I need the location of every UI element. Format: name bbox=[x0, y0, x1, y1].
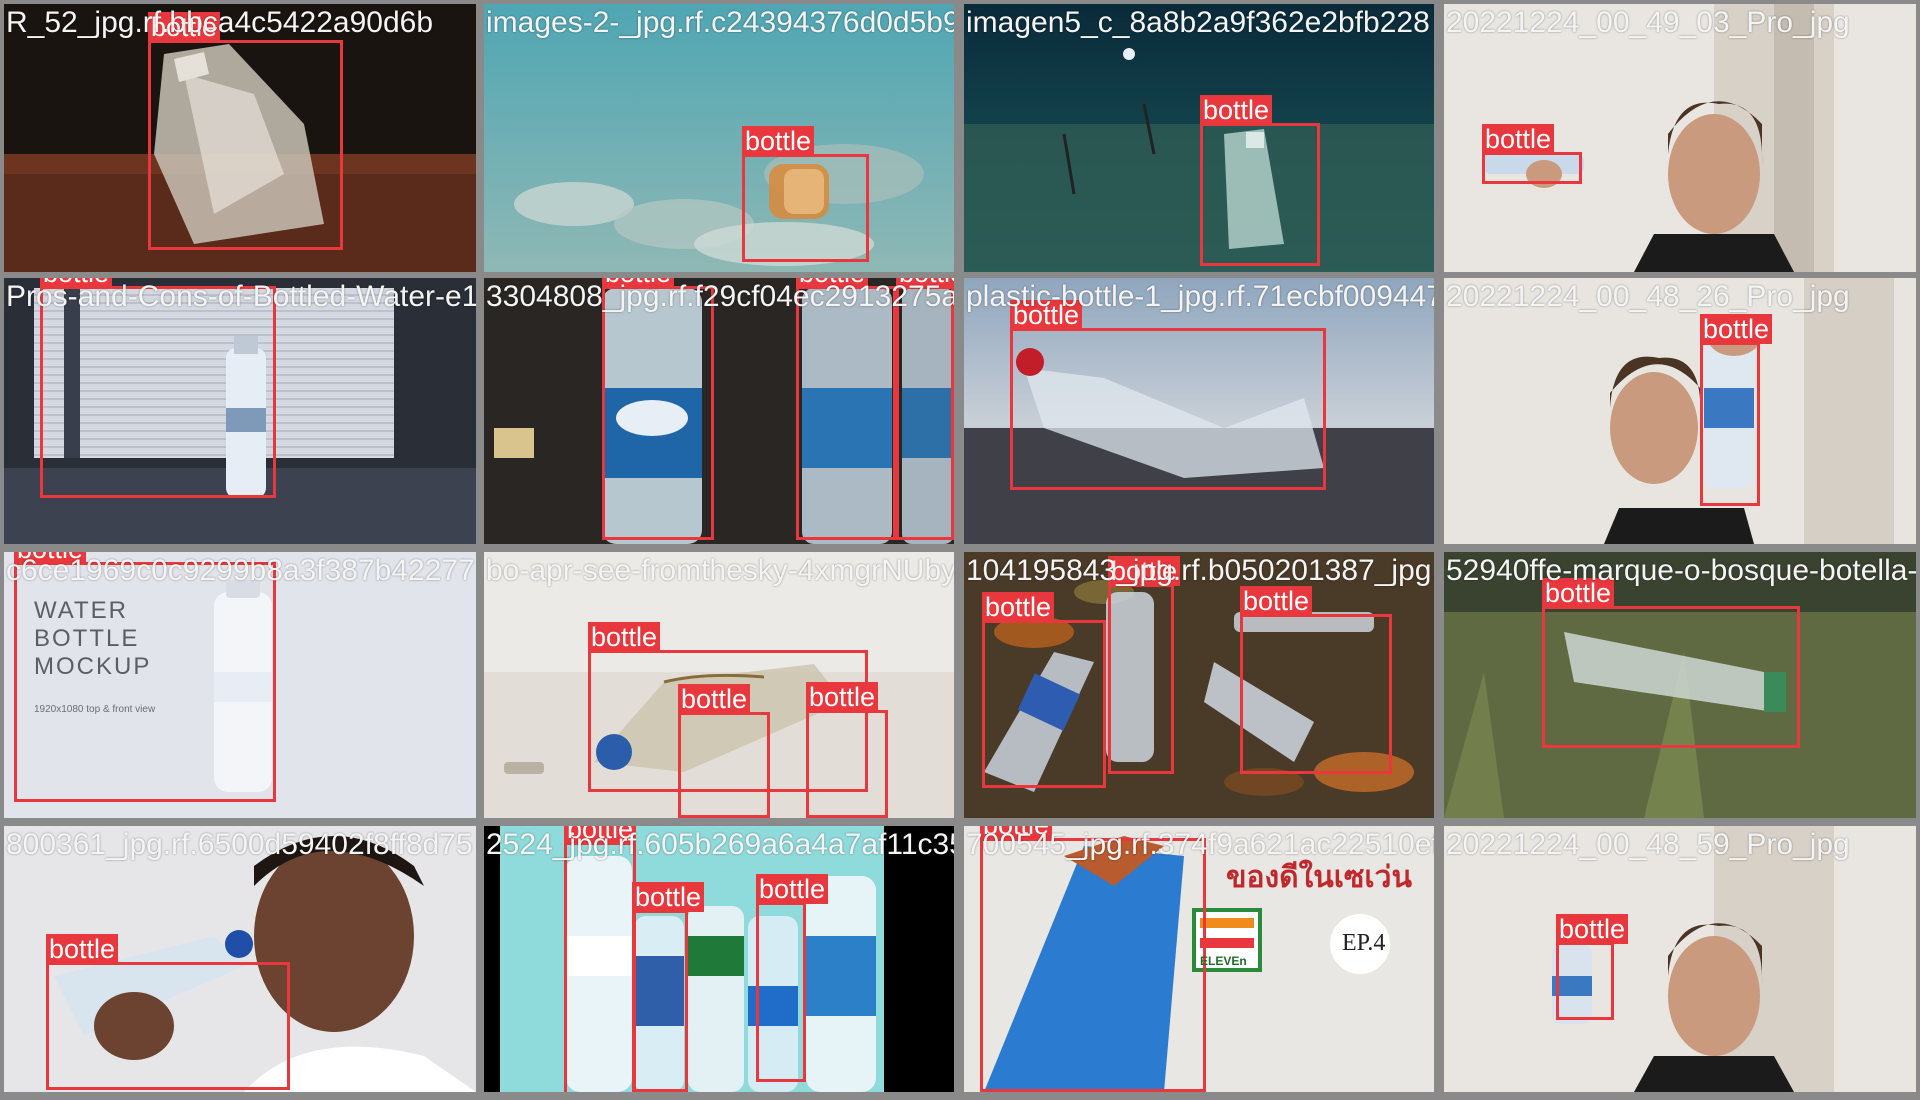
bottle-bounding-box: bottle bbox=[148, 12, 343, 250]
photo-underwater-rocks bbox=[484, 4, 954, 272]
bottle-bounding-box: bottle bbox=[46, 934, 290, 1090]
mockup-caption: 1920x1080 top & front view bbox=[34, 704, 156, 715]
tile-2: images-2-_jpg.rf.c24394376d0d5b9a bottle bbox=[484, 4, 954, 272]
episode-badge: EP.4 bbox=[1342, 930, 1386, 956]
tile-15: 700545_jpg.rf.374f9a621ac22510ef ของดีใน… bbox=[964, 826, 1434, 1092]
det-label: bottle bbox=[1700, 314, 1773, 344]
det-label: bottle bbox=[1542, 578, 1615, 608]
bottle-bounding-box: bottle bbox=[896, 278, 954, 540]
bottle-bounding-box: bottle bbox=[1108, 556, 1181, 774]
photo-webcam-woman bbox=[1444, 4, 1916, 272]
bottle-bounding-box: bottle bbox=[1010, 300, 1326, 490]
det-label: bottle bbox=[602, 278, 675, 288]
bottle-bounding-box: bottle bbox=[982, 592, 1106, 788]
photo-grass-bottle bbox=[1444, 552, 1916, 818]
photo-underwater-dark bbox=[964, 4, 1434, 272]
det-label: bottle bbox=[14, 552, 87, 564]
photo-mockup: WATER BOTTLE MOCKUP 1920x1080 top & fron… bbox=[4, 552, 476, 818]
bottle-bounding-box: bottle bbox=[564, 826, 637, 1092]
bottle-bounding-box: bottle bbox=[742, 126, 869, 262]
det-label: bottle bbox=[806, 682, 879, 712]
det-label: bottle bbox=[632, 882, 705, 912]
det-label: bottle bbox=[1108, 556, 1181, 586]
det-label: bottle bbox=[1240, 586, 1313, 616]
tile-8: 20221224_00_48_26_Pro_jpg bottle bbox=[1444, 278, 1916, 544]
tile-7: plastic-bottle-1_jpg.rf.71ecbf009447 bot… bbox=[964, 278, 1434, 544]
mockup-line-1: WATER bbox=[34, 597, 128, 624]
tile-10: bo-apr-see-fromthesky-4xmgrNUbyNA-unspl … bbox=[484, 552, 954, 818]
tile-4: 20221224_00_49_03_Pro_jpg bottle bbox=[1444, 4, 1916, 272]
bottle-bounding-box: bottle bbox=[980, 826, 1206, 1092]
bottle-bounding-box: bottle bbox=[1700, 314, 1773, 506]
det-label: bottle bbox=[1556, 914, 1629, 944]
bottle-bounding-box: bottle bbox=[756, 874, 829, 1082]
photo-water-on-table bbox=[4, 278, 476, 544]
det-label: bottle bbox=[896, 278, 954, 288]
tile-9: WATER BOTTLE MOCKUP 1920x1080 top & fron… bbox=[4, 552, 476, 818]
bottle-bounding-box: bottle bbox=[1482, 124, 1582, 184]
mockup-line-3: MOCKUP bbox=[34, 653, 151, 680]
tile-3: imagen5_c_8a8b2a9f362e2bfb228 bottle bbox=[964, 4, 1434, 272]
bottle-bounding-box: bottle bbox=[602, 278, 714, 540]
bottle-bounding-box: bottle bbox=[806, 682, 888, 818]
det-label: bottle bbox=[148, 12, 221, 42]
store-logo-text: ELEVEn bbox=[1200, 954, 1247, 968]
bottle-bounding-box: bottle bbox=[1556, 914, 1629, 1020]
det-label: bottle bbox=[982, 592, 1055, 622]
bottle-bounding-box: bottle bbox=[14, 552, 276, 802]
det-label: bottle bbox=[1010, 300, 1083, 330]
det-label: bottle bbox=[678, 684, 751, 714]
photo-seven-eleven-ad bbox=[964, 826, 1434, 1092]
bottle-bounding-box: bottle bbox=[632, 882, 705, 1092]
det-label: bottle bbox=[742, 126, 815, 156]
photo-webcam-woman-hold bbox=[1444, 278, 1916, 544]
photo-nestle-fridge bbox=[484, 278, 954, 544]
tile-1: R_52_jpg.rf.bbca4c5422a90d6b bottle bbox=[4, 4, 476, 272]
tile-14: 2524_jpg.rf.605b269a6a4a7af11c35dd9 bott… bbox=[484, 826, 954, 1092]
det-label: bottle bbox=[564, 826, 637, 844]
photo-webcam-woman-small bbox=[1444, 826, 1916, 1092]
mockup-line-2: BOTTLE bbox=[34, 625, 139, 652]
tile-12: 52940ffe-marque-o-bosque-botella-va bott… bbox=[1444, 552, 1916, 818]
det-label: bottle bbox=[46, 934, 119, 964]
bottle-bounding-box: bottle bbox=[1542, 578, 1800, 748]
det-label: bottle bbox=[1482, 124, 1555, 154]
tile-11: 104195843_jpg.rf.b050201387_jpg.rf.a95 b… bbox=[964, 552, 1434, 818]
photo-crumpled-bottle bbox=[4, 4, 476, 272]
det-label: bottle bbox=[756, 874, 829, 904]
det-label: bottle bbox=[1200, 95, 1273, 125]
tile-6: 3304808_jpg.rf.f29cf04ec2913275af12 bott… bbox=[484, 278, 954, 544]
det-label: bottle bbox=[980, 826, 1053, 840]
tile-13: 800361_jpg.rf.6500d59402f8ff8d75 bottle bbox=[4, 826, 476, 1092]
ad-headline: ของดีในเซเว่น bbox=[1225, 860, 1412, 895]
det-label: bottle bbox=[40, 278, 113, 288]
bottle-bounding-box: bottle bbox=[40, 278, 276, 498]
bottle-bounding-box: bottle bbox=[678, 684, 770, 818]
bottle-bounding-box: bottle bbox=[1200, 95, 1320, 266]
tile-16: 20221224_00_48_59_Pro_jpg bottle bbox=[1444, 826, 1916, 1092]
tile-5: Pros-and-Cons-of-Bottled-Water-e1 bottle bbox=[4, 278, 476, 544]
photo-brands-lineup bbox=[484, 826, 954, 1092]
det-label: bottle bbox=[588, 622, 661, 652]
bottle-bounding-box: bottle bbox=[1240, 586, 1392, 774]
bottle-bounding-box: bottle bbox=[796, 278, 896, 540]
bottle-bounding-box: bottle bbox=[588, 622, 868, 792]
det-label: bottle bbox=[796, 278, 869, 288]
